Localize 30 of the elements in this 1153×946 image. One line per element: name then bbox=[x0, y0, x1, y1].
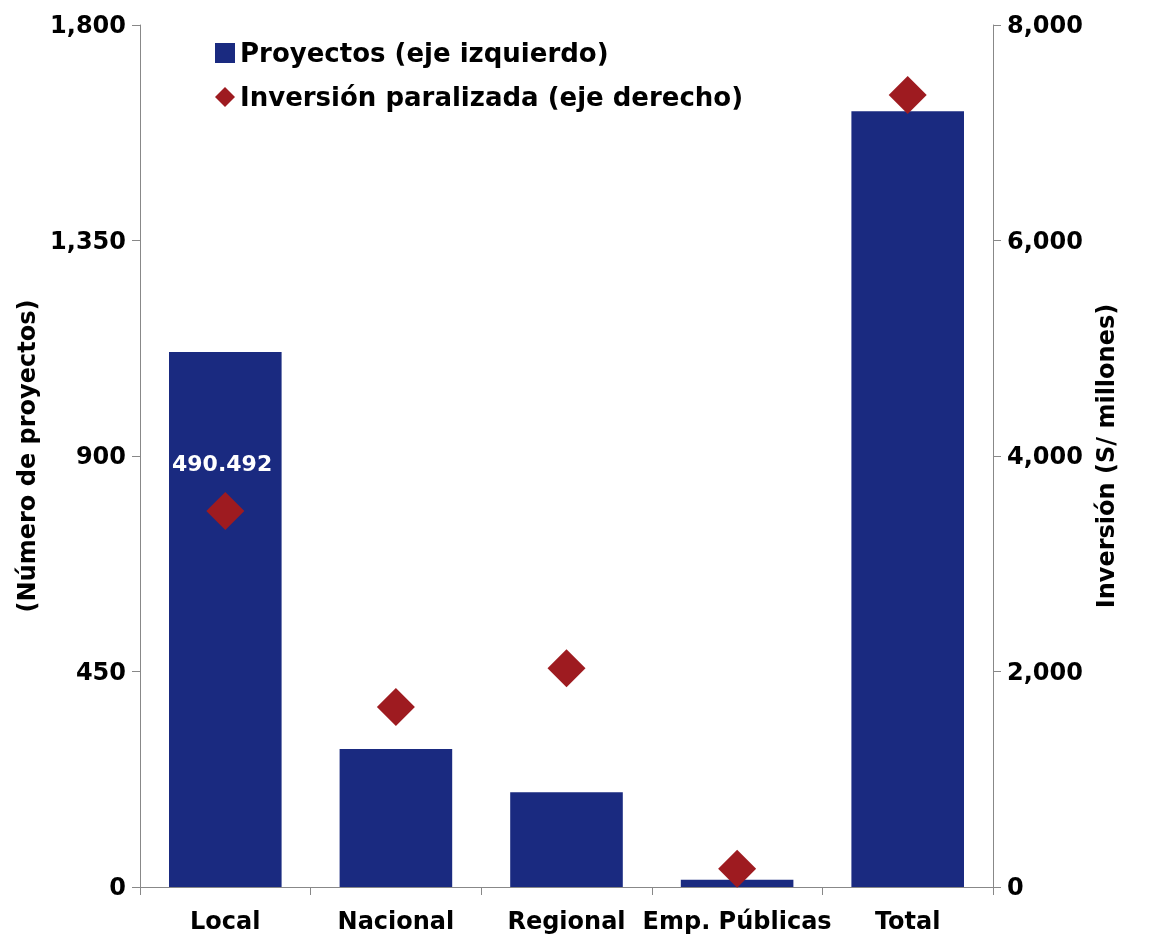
bar bbox=[339, 749, 453, 887]
y-tick-label: 1,800 bbox=[50, 11, 126, 39]
bar bbox=[510, 792, 623, 887]
bar bbox=[851, 111, 964, 887]
annotation: 490.492 bbox=[172, 450, 273, 476]
point bbox=[547, 649, 586, 688]
y-tick-label: 0 bbox=[109, 873, 126, 901]
point bbox=[888, 76, 927, 115]
point bbox=[376, 688, 415, 727]
legend-label: Inversión paralizada (eje derecho) bbox=[240, 82, 744, 112]
x-tick-label: Total bbox=[874, 907, 941, 935]
y-tick-label: 1,350 bbox=[50, 226, 126, 255]
x-tick-label: Regional bbox=[507, 907, 626, 935]
y-tick-label: 900 bbox=[75, 442, 126, 470]
y2-tick-label: 8,000 bbox=[1007, 11, 1083, 39]
y2-tick-label: 0 bbox=[1007, 873, 1024, 901]
x-tick-label: Nacional bbox=[337, 907, 455, 935]
y-axis-title: (Número de proyectos) bbox=[13, 299, 42, 613]
legend-label: Proyectos (eje izquierdo) bbox=[240, 38, 609, 68]
point bbox=[206, 491, 245, 530]
y2-axis-title: Inversión (S/ millones) bbox=[1091, 303, 1120, 609]
y2-tick-label: 2,000 bbox=[1007, 657, 1083, 686]
y-tick-label: 450 bbox=[75, 657, 126, 686]
y2-tick-label: 6,000 bbox=[1007, 226, 1083, 255]
x-tick-label: Local bbox=[190, 907, 261, 935]
point bbox=[718, 849, 757, 888]
x-tick-label: Emp. Públicas bbox=[642, 907, 832, 935]
y2-tick-label: 4,000 bbox=[1007, 442, 1083, 470]
bar bbox=[680, 879, 794, 887]
bar bbox=[169, 352, 282, 887]
